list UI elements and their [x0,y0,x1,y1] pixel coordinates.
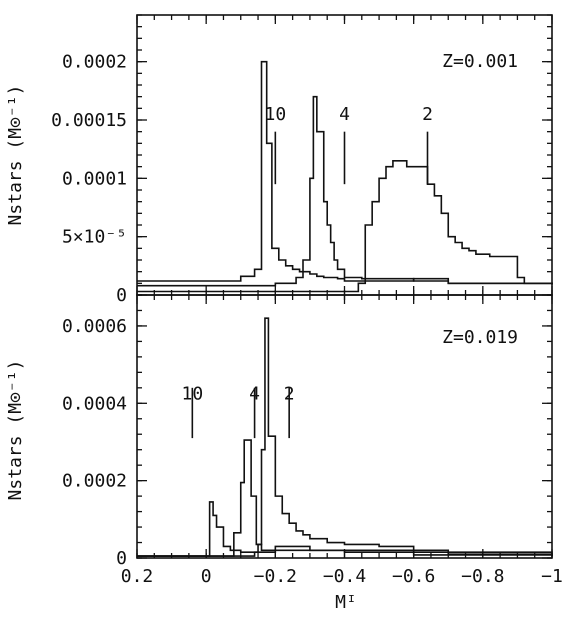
series-line-2 [137,95,553,287]
y-tick-label: 0.0002 [62,471,127,492]
x-tick-label: −1 [541,566,563,587]
y-tick-label: 5×10⁻⁵ [62,227,127,248]
panel-bottom-annotations: 10 4 2 [181,383,295,439]
x-tick-label: 0.2 [121,566,154,587]
series-line-3 [137,160,553,293]
y-tick-label: 0.0004 [62,393,127,414]
panel-bottom-ticks: 0.2 0 −0.2 −0.4 −0.6 −0.8 −100.00020.00040.000… [62,294,563,587]
mass-label: 2 [284,383,295,404]
panel-bottom-series [137,317,553,557]
y-tick-label: 0.00015 [51,110,127,131]
panel-label-top: Z=0.001 [442,51,518,72]
mass-label: 10 [264,104,286,125]
panel-top-ticks: 0 5×10⁻⁵ 0.0001 0.00015 0.0002 [51,14,553,306]
mass-label: 2 [422,104,433,125]
panel-label-bottom: Z=0.019 [442,327,518,348]
y-axis-title-top: Nstars (M⊙⁻¹) [5,85,26,226]
panel-top-annotations: 10 4 2 [264,104,433,185]
y-axis-title-bottom: Nstars (M⊙⁻¹) [5,360,26,501]
series-line-1 [137,501,553,557]
x-axis-title: Mᴵ [335,592,357,613]
y-tick-label: 0.0001 [62,168,127,189]
y-tick-label: 0 [116,548,127,569]
panel-bottom: 0.2 0 −0.2 −0.4 −0.6 −0.8 −100.00020.00040.000… [5,294,563,613]
mass-label: 4 [339,104,350,125]
x-tick-label: −0.8 [461,566,504,587]
panel-top-series [137,60,553,293]
x-tick-label: 0 [201,566,212,587]
series-line-3 [137,317,553,557]
series-line-1 [137,60,553,285]
x-tick-label: −0.4 [323,566,366,587]
y-tick-label: 0.0002 [62,52,127,73]
mass-label: 10 [181,383,203,404]
series-line-2 [137,439,553,557]
y-tick-label: 0 [116,285,127,306]
x-tick-label: −0.6 [392,566,435,587]
x-tick-label: −0.2 [254,566,297,587]
mass-label: 4 [249,383,260,404]
y-tick-label: 0.0006 [62,316,127,337]
